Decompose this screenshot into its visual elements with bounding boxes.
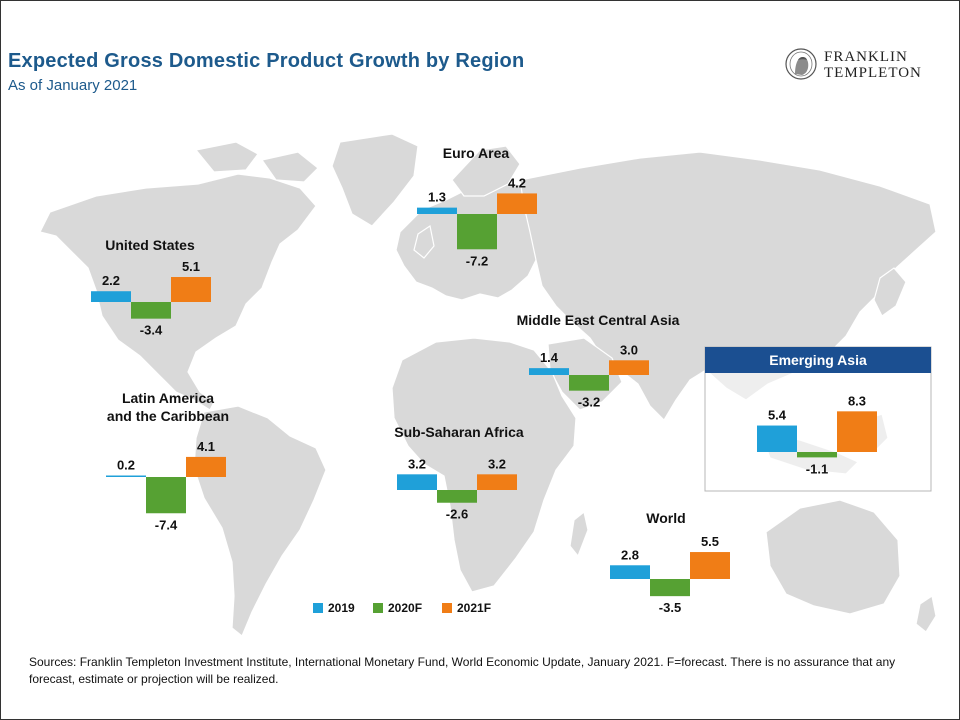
bar-world-2021f [690,552,730,579]
value-label-sub-saharan-africa-2019: 3.2 [408,456,426,471]
region-label-united-states: United States [105,237,195,253]
bar-sub-saharan-africa-2021f [477,474,517,490]
value-label-middle-east-central-asia-2021f: 3.0 [620,342,638,357]
value-label-latin-america-and-the-caribbean-2019: 0.2 [117,458,135,473]
value-label-sub-saharan-africa-2021f: 3.2 [488,456,506,471]
value-label-euro-area-2020f: -7.2 [466,253,488,268]
value-label-euro-area-2019: 1.3 [428,190,446,205]
logo-text-line1: FRANKLIN [824,49,908,65]
source-note: Sources: Franklin Templeton Investment I… [29,655,896,686]
bar-world-2019 [610,565,650,579]
value-label-united-states-2019: 2.2 [102,273,120,288]
value-label-sub-saharan-africa-2020f: -2.6 [446,507,468,522]
value-label-latin-america-and-the-caribbean-2021f: 4.1 [197,439,215,454]
value-label-middle-east-central-asia-2020f: -3.2 [578,395,600,410]
logo-text-line2: TEMPLETON [824,65,922,81]
value-label-world-2019: 2.8 [621,547,639,562]
bar-middle-east-central-asia-2021f [609,360,649,375]
bar-sub-saharan-africa-2019 [397,474,437,490]
legend-2021f: 2021F [442,601,491,615]
legend-2020f: 2020F [373,601,422,615]
value-label-euro-area-2021f: 4.2 [508,175,526,190]
legend-label-2019: 2019 [328,601,355,615]
legend-2019: 2019 [313,601,355,615]
bar-united-states-2021f [171,277,211,302]
bar-emerging-asia-2020f [797,452,837,458]
legend-swatch-2019 [313,603,323,613]
value-label-world-2021f: 5.5 [701,534,719,549]
value-label-middle-east-central-asia-2019: 1.4 [540,350,559,365]
value-label-latin-america-and-the-caribbean-2020f: -7.4 [155,517,178,532]
region-label-world: World [646,510,685,526]
logo-seal-icon [785,48,817,80]
bar-united-states-2020f [131,302,171,319]
inset-title-emerging-asia: Emerging Asia [769,352,867,368]
bar-middle-east-central-asia-2020f [569,375,609,391]
bar-euro-area-2019 [417,207,457,214]
chart-title: Expected Gross Domestic Product Growth b… [8,50,525,72]
value-label-emerging-asia-2019: 5.4 [768,408,787,423]
bar-euro-area-2021f [497,193,537,214]
bar-world-2020f [650,579,690,597]
region-label-euro-area: Euro Area [443,145,510,161]
value-label-emerging-asia-2021f: 8.3 [848,393,866,408]
region-label-latin-america-and-the-caribbean: Latin America and the Caribbean [107,390,229,424]
legend-label-2021f: 2021F [457,601,492,615]
legend-swatch-2021f [442,603,452,613]
bar-euro-area-2020f [457,214,497,250]
franklin-templeton-logo: FRANKLIN TEMPLETON [784,47,934,83]
bar-latin-america-and-the-caribbean-2019 [106,475,146,477]
value-label-united-states-2020f: -3.4 [140,323,163,338]
bar-united-states-2019 [91,291,131,302]
bar-emerging-asia-2021f [837,411,877,452]
bar-latin-america-and-the-caribbean-2020f [146,477,186,514]
inset-header-emerging-asia [705,347,931,373]
value-label-world-2020f: -3.5 [659,600,681,615]
legend-swatch-2020f [373,603,383,613]
bar-latin-america-and-the-caribbean-2021f [186,456,226,477]
chart-subtitle: As of January 2021 [8,77,138,94]
region-label-middle-east-central-asia: Middle East Central Asia [517,312,680,328]
bar-emerging-asia-2019 [757,425,797,452]
value-label-emerging-asia-2020f: -1.1 [806,461,828,476]
bar-sub-saharan-africa-2020f [437,490,477,503]
bar-middle-east-central-asia-2019 [529,368,569,375]
region-label-sub-saharan-africa: Sub-Saharan Africa [394,424,524,440]
legend-label-2020f: 2020F [388,601,423,615]
value-label-united-states-2021f: 5.1 [182,259,200,274]
